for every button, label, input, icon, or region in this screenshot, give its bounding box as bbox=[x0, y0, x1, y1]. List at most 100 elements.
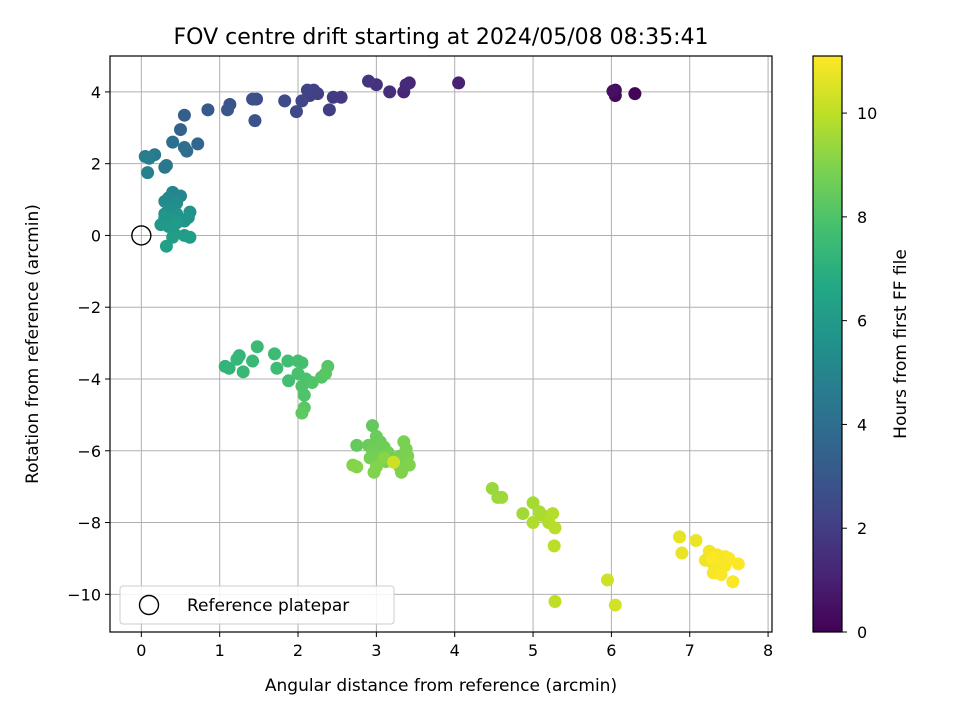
x-tick-label: 6 bbox=[606, 641, 616, 660]
reference-platepar-marker bbox=[131, 225, 152, 246]
y-tick-label: 2 bbox=[91, 155, 101, 174]
data-point bbox=[159, 239, 173, 253]
data-point bbox=[608, 598, 622, 612]
data-point bbox=[221, 103, 235, 117]
data-point bbox=[318, 367, 332, 381]
chart-title: FOV centre drift starting at 2024/05/08 … bbox=[174, 25, 709, 50]
colorbar: 0 2 4 6 8 10 Hours from first FF file bbox=[812, 55, 911, 642]
x-tick-label: 1 bbox=[215, 641, 225, 660]
legend-label: Reference platepar bbox=[187, 596, 349, 616]
data-point bbox=[142, 151, 156, 165]
y-tick-label: −2 bbox=[77, 298, 101, 317]
data-point bbox=[722, 551, 736, 565]
legend-marker bbox=[138, 594, 160, 616]
data-point bbox=[177, 141, 191, 155]
data-point bbox=[383, 85, 397, 99]
data-point bbox=[222, 361, 236, 375]
x-axis-ticks: 0 1 2 3 4 5 6 7 8 bbox=[136, 632, 773, 660]
data-point bbox=[295, 406, 309, 420]
data-point bbox=[141, 166, 155, 180]
data-point bbox=[191, 137, 205, 151]
data-point bbox=[236, 365, 250, 379]
data-point bbox=[394, 465, 408, 479]
data-point bbox=[546, 507, 560, 521]
grid-lines bbox=[110, 56, 772, 632]
colorbar-tick-label: 6 bbox=[857, 312, 867, 331]
data-point bbox=[606, 84, 620, 98]
legend: Reference platepar bbox=[119, 585, 395, 625]
data-point bbox=[673, 530, 687, 544]
data-point bbox=[600, 573, 614, 587]
data-point bbox=[281, 354, 295, 368]
y-tick-label: 4 bbox=[91, 83, 101, 102]
x-tick-label: 4 bbox=[450, 641, 460, 660]
data-point bbox=[548, 521, 562, 535]
data-point bbox=[246, 354, 260, 368]
data-point bbox=[295, 356, 309, 370]
data-point bbox=[282, 374, 296, 388]
data-point bbox=[159, 158, 173, 172]
data-point bbox=[166, 135, 180, 149]
y-tick-label: −8 bbox=[77, 514, 101, 533]
data-point bbox=[714, 568, 728, 582]
data-point bbox=[628, 87, 642, 101]
data-point bbox=[547, 539, 561, 553]
data-point bbox=[278, 94, 292, 108]
data-point bbox=[326, 90, 340, 104]
data-point bbox=[675, 546, 689, 560]
data-point bbox=[230, 352, 244, 366]
data-point bbox=[399, 78, 413, 92]
data-point bbox=[495, 490, 509, 504]
reference-marker bbox=[131, 225, 152, 246]
data-point bbox=[270, 361, 284, 375]
data-point bbox=[548, 594, 562, 608]
data-point bbox=[295, 94, 309, 108]
x-axis-label: Angular distance from reference (arcmin) bbox=[265, 676, 617, 696]
data-point bbox=[250, 340, 264, 354]
data-point bbox=[731, 557, 745, 571]
data-point bbox=[297, 388, 311, 402]
x-tick-label: 2 bbox=[293, 641, 303, 660]
data-point bbox=[350, 460, 364, 474]
data-point bbox=[726, 575, 740, 589]
data-point bbox=[322, 103, 336, 117]
data-point bbox=[452, 76, 466, 90]
x-tick-label: 7 bbox=[685, 641, 695, 660]
data-point bbox=[365, 419, 379, 433]
colorbar-tick-label: 0 bbox=[857, 623, 867, 642]
colorbar-tick-label: 10 bbox=[857, 104, 877, 123]
colorbar-ticks: 0 2 4 6 8 10 bbox=[842, 104, 877, 642]
data-point bbox=[177, 108, 191, 122]
x-tick-label: 8 bbox=[763, 641, 773, 660]
data-point bbox=[305, 376, 319, 390]
colorbar-gradient bbox=[812, 55, 843, 633]
x-tick-label: 3 bbox=[371, 641, 381, 660]
data-point bbox=[201, 103, 215, 117]
data-point bbox=[300, 83, 314, 97]
data-point bbox=[268, 347, 282, 361]
y-axis-label: Rotation from reference (arcmin) bbox=[23, 204, 43, 484]
data-point bbox=[174, 123, 188, 137]
data-point bbox=[706, 551, 720, 565]
colorbar-tick-label: 4 bbox=[857, 415, 867, 434]
data-point bbox=[350, 438, 364, 452]
data-point bbox=[362, 74, 376, 88]
data-points bbox=[138, 74, 745, 612]
legend-box bbox=[119, 585, 395, 625]
x-tick-label: 5 bbox=[528, 641, 538, 660]
plot-frame bbox=[109, 55, 773, 633]
y-tick-label: −10 bbox=[67, 585, 101, 604]
data-point bbox=[367, 465, 381, 479]
data-point bbox=[289, 105, 303, 119]
y-tick-label: −4 bbox=[77, 370, 101, 389]
data-point bbox=[516, 507, 530, 521]
data-point bbox=[248, 114, 262, 128]
colorbar-tick-label: 2 bbox=[857, 519, 867, 538]
y-tick-label: 0 bbox=[91, 226, 101, 245]
y-tick-label: −6 bbox=[77, 442, 101, 461]
data-point bbox=[183, 230, 197, 244]
data-point bbox=[170, 216, 184, 230]
data-point bbox=[689, 533, 703, 547]
y-axis-ticks: 4 2 0 −2 −4 −6 −8 −10 bbox=[67, 83, 110, 604]
